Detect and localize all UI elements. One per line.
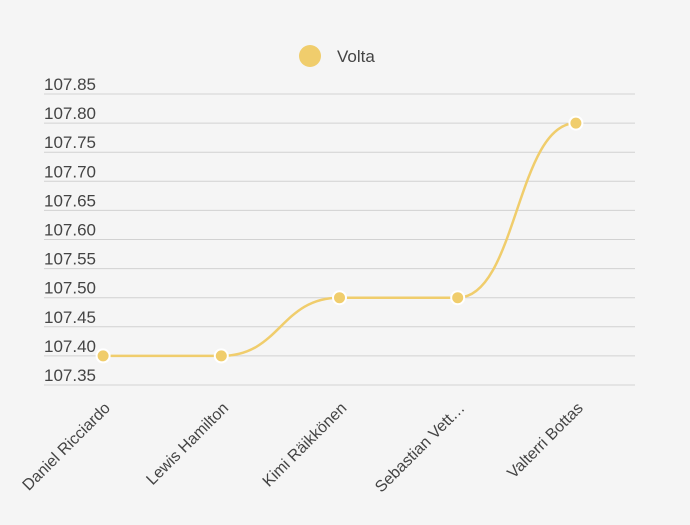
legend-label: Volta [337,47,375,66]
y-tick-label: 107.70 [44,162,96,181]
y-tick-label: 107.45 [44,308,96,327]
y-tick-label: 107.85 [44,75,96,94]
data-point[interactable] [332,290,347,306]
y-tick-label: 107.50 [44,279,96,298]
y-tick-label: 107.35 [44,366,96,385]
x-tick-label: Sebastian Vett… [372,400,468,496]
x-tick-label: Lewis Hamilton [143,400,232,489]
x-tick-label: Kimi Räikkönen [260,400,351,491]
y-tick-label: 107.80 [44,104,96,123]
data-point[interactable] [450,290,466,306]
x-tick-label: Valterri Bottas [504,400,586,482]
grid-lines [44,93,635,386]
x-tick-label: Daniel Ricciardo [20,400,114,494]
legend[interactable]: Volta [299,45,375,67]
data-point[interactable] [213,348,229,364]
data-point[interactable] [95,348,111,364]
y-tick-label: 107.65 [44,191,96,210]
y-tick-label: 107.60 [44,221,96,240]
y-tick-label: 107.55 [44,250,96,269]
y-axis: 107.85 107.80 107.75 107.70 107.65 107.60 107.… [44,75,96,385]
y-tick-label: 107.75 [44,133,96,152]
legend-marker [299,45,321,67]
y-tick-label: 107.40 [44,337,96,356]
x-axis: Daniel Ricciardo Lewis Hamilton Kimi Räikk… [20,400,587,496]
data-point[interactable] [568,115,584,131]
series-line [103,121,576,358]
series-volta [95,115,584,364]
